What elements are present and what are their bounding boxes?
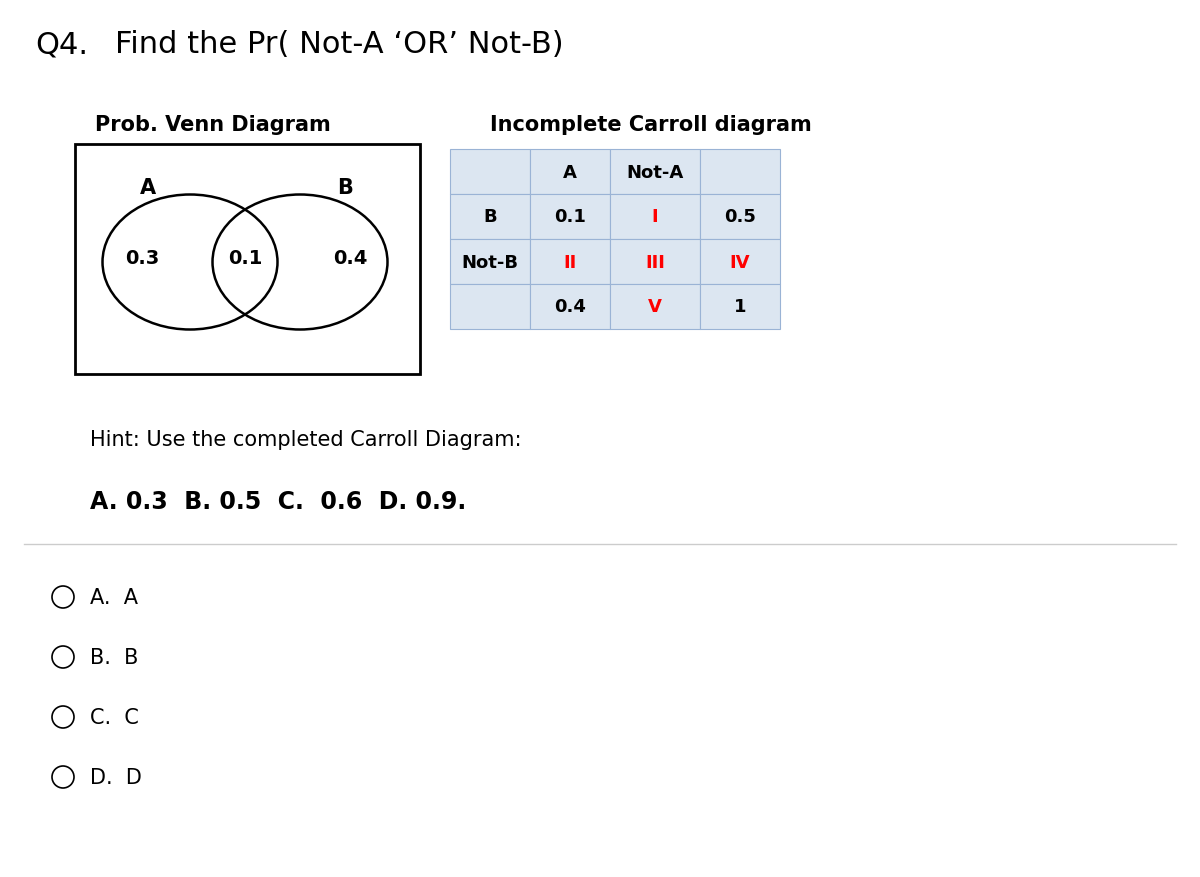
Text: 0.5: 0.5 [724,208,756,226]
Text: Hint: Use the completed Carroll Diagram:: Hint: Use the completed Carroll Diagram: [90,430,522,450]
Text: 0.1: 0.1 [554,208,586,226]
Text: III: III [646,253,665,271]
Bar [610,195,700,239]
Text: A: A [140,178,156,198]
Text: IV: IV [730,253,750,271]
Bar [700,195,780,239]
Text: Not-A: Not-A [626,163,684,182]
Bar [700,285,780,330]
Text: 0.4: 0.4 [554,298,586,316]
Text: V: V [648,298,662,316]
Bar [530,150,610,195]
Bar [74,145,420,374]
Text: B: B [337,178,353,198]
Bar [530,239,610,285]
Text: Incomplete Carroll diagram: Incomplete Carroll diagram [490,115,811,135]
Text: Find the Pr( Not-A ‘OR’ Not-B): Find the Pr( Not-A ‘OR’ Not-B) [115,30,564,59]
Bar [610,150,700,195]
Text: A.  A: A. A [90,588,138,607]
Bar [700,150,780,195]
Text: 0.4: 0.4 [332,248,367,267]
Text: I: I [652,208,659,226]
Bar [530,195,610,239]
Text: B.  B: B. B [90,647,138,667]
Bar [700,239,780,285]
Text: A. 0.3  B. 0.5  C.  0.6  D. 0.9.: A. 0.3 B. 0.5 C. 0.6 D. 0.9. [90,489,467,513]
Bar [450,195,530,239]
Bar [610,239,700,285]
Text: B: B [484,208,497,226]
Bar [450,150,530,195]
Text: 0.1: 0.1 [228,248,262,267]
Text: Prob. Venn Diagram: Prob. Venn Diagram [95,115,331,135]
Text: 1: 1 [733,298,746,316]
Text: 0.3: 0.3 [125,248,160,267]
Bar [450,239,530,285]
Bar [610,285,700,330]
Text: D.  D: D. D [90,767,142,787]
Bar [530,285,610,330]
Text: Q4.: Q4. [35,30,88,59]
Text: C.  C: C. C [90,707,139,727]
Text: II: II [563,253,577,271]
Text: Not-B: Not-B [462,253,518,271]
Bar [450,285,530,330]
Text: A: A [563,163,577,182]
